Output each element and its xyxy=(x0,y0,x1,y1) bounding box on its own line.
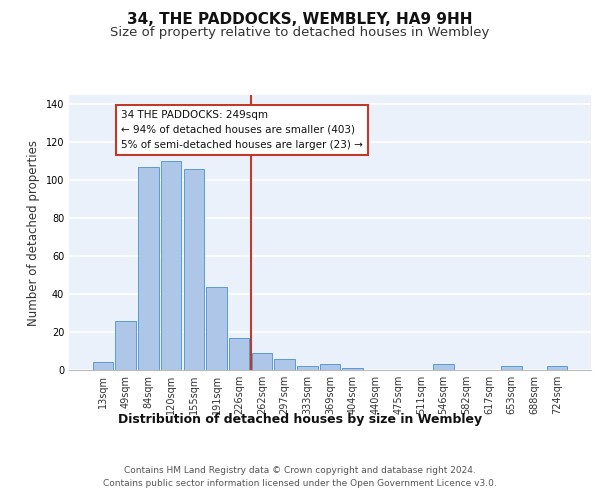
Bar xyxy=(184,169,204,370)
Text: Distribution of detached houses by size in Wembley: Distribution of detached houses by size … xyxy=(118,412,482,426)
Bar xyxy=(161,162,181,370)
Bar xyxy=(343,368,363,370)
Bar xyxy=(320,364,340,370)
Bar xyxy=(251,353,272,370)
Text: 34, THE PADDOCKS, WEMBLEY, HA9 9HH: 34, THE PADDOCKS, WEMBLEY, HA9 9HH xyxy=(127,12,473,28)
Bar xyxy=(93,362,113,370)
Text: Contains HM Land Registry data © Crown copyright and database right 2024.
Contai: Contains HM Land Registry data © Crown c… xyxy=(103,466,497,487)
Bar xyxy=(502,366,522,370)
Bar xyxy=(433,364,454,370)
Bar xyxy=(138,167,158,370)
Bar xyxy=(297,366,317,370)
Text: Size of property relative to detached houses in Wembley: Size of property relative to detached ho… xyxy=(110,26,490,39)
Bar xyxy=(115,320,136,370)
Text: 34 THE PADDOCKS: 249sqm
← 94% of detached houses are smaller (403)
5% of semi-de: 34 THE PADDOCKS: 249sqm ← 94% of detache… xyxy=(121,110,363,150)
Bar xyxy=(229,338,250,370)
Y-axis label: Number of detached properties: Number of detached properties xyxy=(27,140,40,326)
Bar xyxy=(547,366,567,370)
Bar xyxy=(274,358,295,370)
Bar xyxy=(206,286,227,370)
